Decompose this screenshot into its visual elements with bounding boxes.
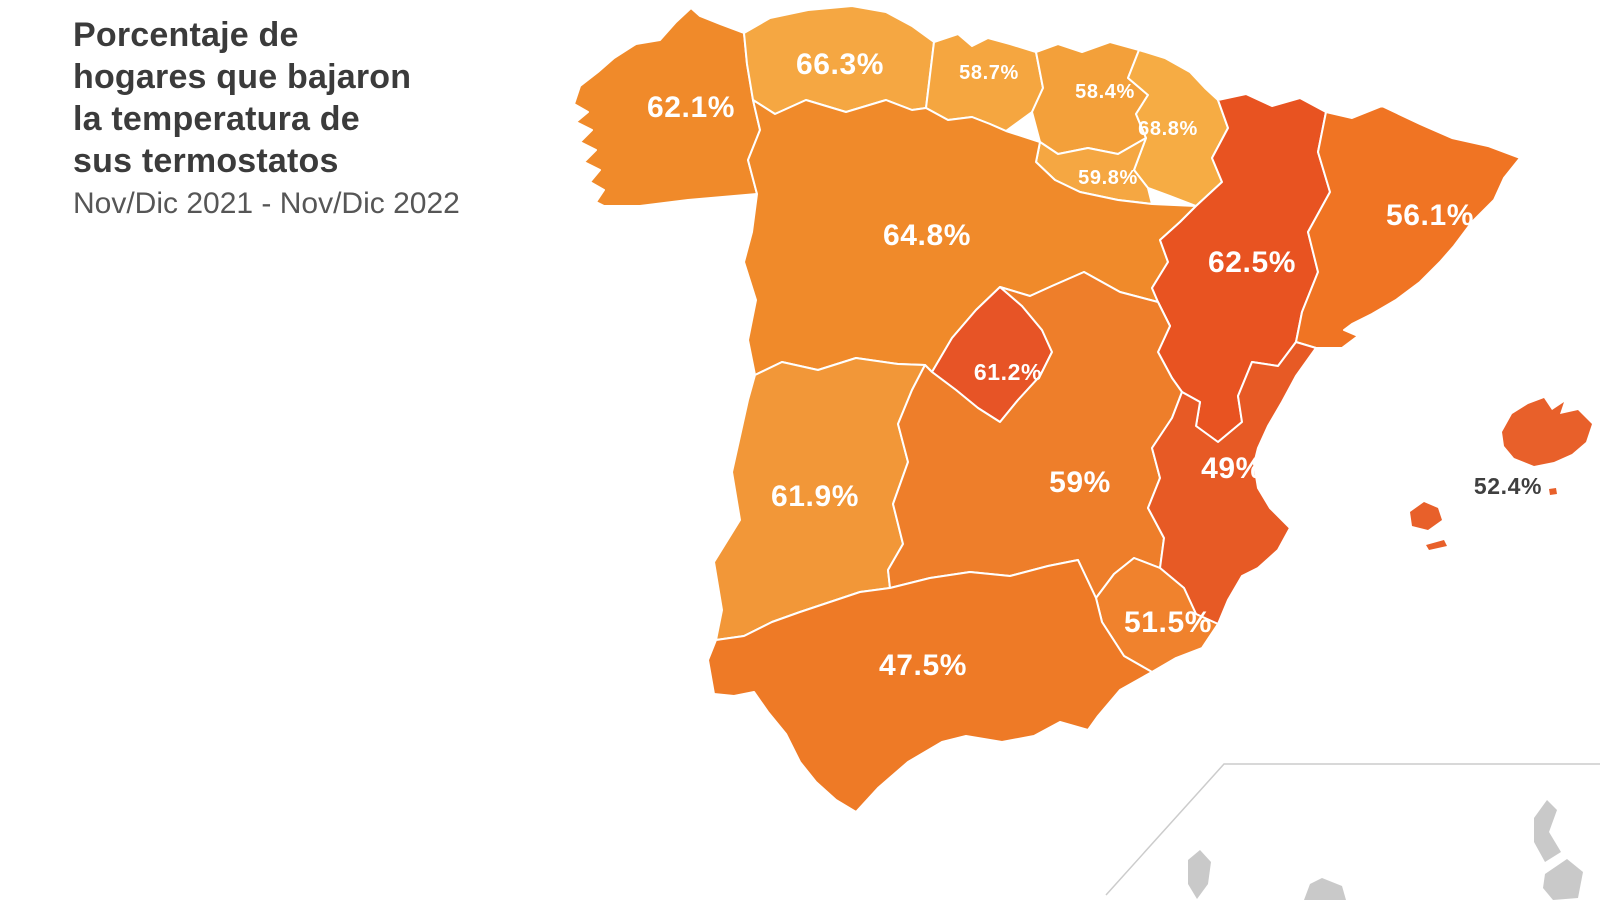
value-label-baleares: 52.4% <box>1474 473 1542 499</box>
value-label-murcia: 51.5% <box>1124 606 1212 639</box>
value-label-aragon: 62.5% <box>1208 246 1296 279</box>
region-shapes <box>573 5 1521 813</box>
canary-island-1 <box>1188 850 1211 899</box>
title-line-2: hogares que bajaron <box>73 58 412 96</box>
value-label-asturias: 66.3% <box>796 48 884 81</box>
chart-title-block: Porcentaje de hogares que bajaron la tem… <box>73 14 460 224</box>
title-line-1: Porcentaje de <box>73 16 299 54</box>
chart-subtitle: Nov/Dic 2021 - Nov/Dic 2022 <box>73 187 460 220</box>
value-label-cataluna: 56.1% <box>1386 199 1474 232</box>
canary-island-4 <box>1543 859 1583 900</box>
value-label-la-rioja: 59.8% <box>1078 167 1138 189</box>
value-label-extremadura: 61.9% <box>771 480 859 513</box>
value-label-andalucia: 47.5% <box>879 649 967 682</box>
value-label-navarra: 68.8% <box>1138 118 1198 140</box>
value-label-castilla-la-mancha: 59% <box>1049 466 1111 499</box>
value-labels: 62.1% 66.3% 58.7% 58.4% 68.8% 59.8% 64.8… <box>647 48 1542 682</box>
value-label-valenciana: 49% <box>1201 452 1263 485</box>
value-label-pais-vasco: 58.4% <box>1075 81 1135 103</box>
island-formentera <box>1426 540 1447 550</box>
value-label-cantabria: 58.7% <box>959 62 1019 84</box>
inset-border-line <box>1105 763 1600 896</box>
value-label-castilla-y-leon: 64.8% <box>883 219 971 252</box>
canary-island-3 <box>1534 800 1561 862</box>
canary-islands-inset <box>1105 763 1600 900</box>
title-line-3: la temperatura de <box>73 100 360 138</box>
island-cabrera <box>1549 488 1557 495</box>
island-mallorca <box>1502 398 1592 466</box>
region-cataluna <box>1295 105 1521 349</box>
balearic-islands <box>1410 398 1592 550</box>
title-line-4: sus termostatos <box>73 142 339 180</box>
value-label-galicia: 62.1% <box>647 91 735 124</box>
island-ibiza <box>1410 502 1442 530</box>
value-label-madrid: 61.2% <box>974 359 1042 385</box>
canary-island-2 <box>1304 878 1346 900</box>
region-andalucia <box>707 559 1153 813</box>
